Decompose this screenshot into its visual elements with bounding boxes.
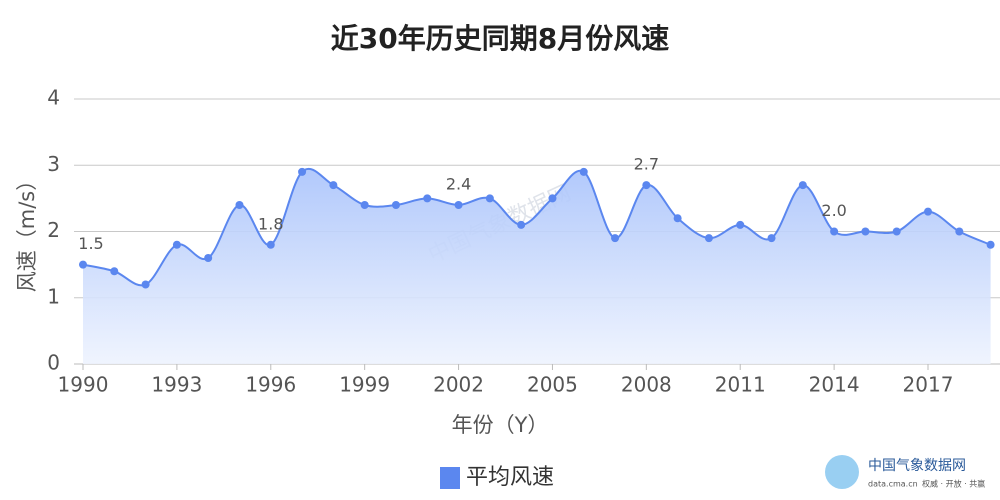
point — [673, 214, 682, 223]
point — [861, 227, 870, 236]
x-axis-label: 年份（Y） — [452, 413, 549, 437]
point — [704, 234, 713, 243]
point — [141, 280, 150, 289]
y-tick-label: 0 — [47, 351, 60, 375]
y-tick-label: 1 — [47, 284, 60, 308]
point — [611, 234, 620, 243]
point — [423, 194, 432, 203]
data-label: 2.4 — [446, 175, 471, 194]
x-tick-label: 1999 — [339, 373, 390, 397]
chart-title: 近30年历史同期8月份风速 — [331, 22, 669, 55]
point — [204, 254, 213, 262]
area — [83, 168, 991, 364]
legend-swatch — [440, 467, 460, 489]
point — [924, 207, 933, 216]
logo-icon — [825, 455, 859, 489]
point — [892, 227, 901, 236]
point — [767, 234, 776, 243]
data-label: 2.0 — [821, 201, 846, 220]
point — [298, 167, 307, 176]
point — [548, 194, 557, 203]
data-label: 1.5 — [78, 234, 103, 253]
point — [235, 201, 244, 209]
data-label: 1.8 — [258, 214, 283, 233]
y-tick-label: 3 — [47, 152, 60, 176]
point — [986, 240, 995, 249]
point — [329, 181, 338, 190]
y-tick-label: 4 — [47, 86, 60, 110]
point — [172, 240, 181, 249]
point — [360, 201, 369, 209]
x-tick-label: 2014 — [809, 373, 860, 397]
point — [485, 194, 494, 203]
point — [391, 201, 400, 209]
source-slogan: 权威 · 开放 · 共赢 — [922, 479, 985, 489]
point — [642, 181, 651, 190]
x-tick-label: 2008 — [621, 373, 672, 397]
x-tick-label: 2017 — [903, 373, 954, 397]
x-tick-label: 1990 — [58, 373, 109, 397]
point — [454, 201, 463, 209]
point — [110, 267, 119, 276]
point — [266, 240, 275, 249]
source-name: 中国气象数据网 — [868, 458, 966, 474]
y-tick-label: 2 — [47, 218, 60, 242]
y-axis-label: 风速（m/s） — [15, 170, 39, 292]
data-label: 2.7 — [634, 155, 659, 174]
point — [579, 167, 588, 176]
x-tick-label: 2005 — [527, 373, 578, 397]
point — [955, 227, 964, 236]
x-tick-label: 1996 — [245, 373, 296, 397]
point — [798, 181, 807, 190]
x-tick-label: 1993 — [151, 373, 202, 397]
legend-label: 平均风速 — [466, 465, 554, 490]
point — [79, 260, 87, 269]
source-logo: 中国气象数据网 data.cma.cn 权威 · 开放 · 共赢 — [825, 455, 985, 489]
point — [517, 220, 526, 229]
point — [736, 220, 745, 229]
x-tick-label: 2002 — [433, 373, 484, 397]
source-url: data.cma.cn — [868, 480, 918, 489]
x-tick-label: 2011 — [715, 373, 766, 397]
point — [830, 227, 839, 236]
